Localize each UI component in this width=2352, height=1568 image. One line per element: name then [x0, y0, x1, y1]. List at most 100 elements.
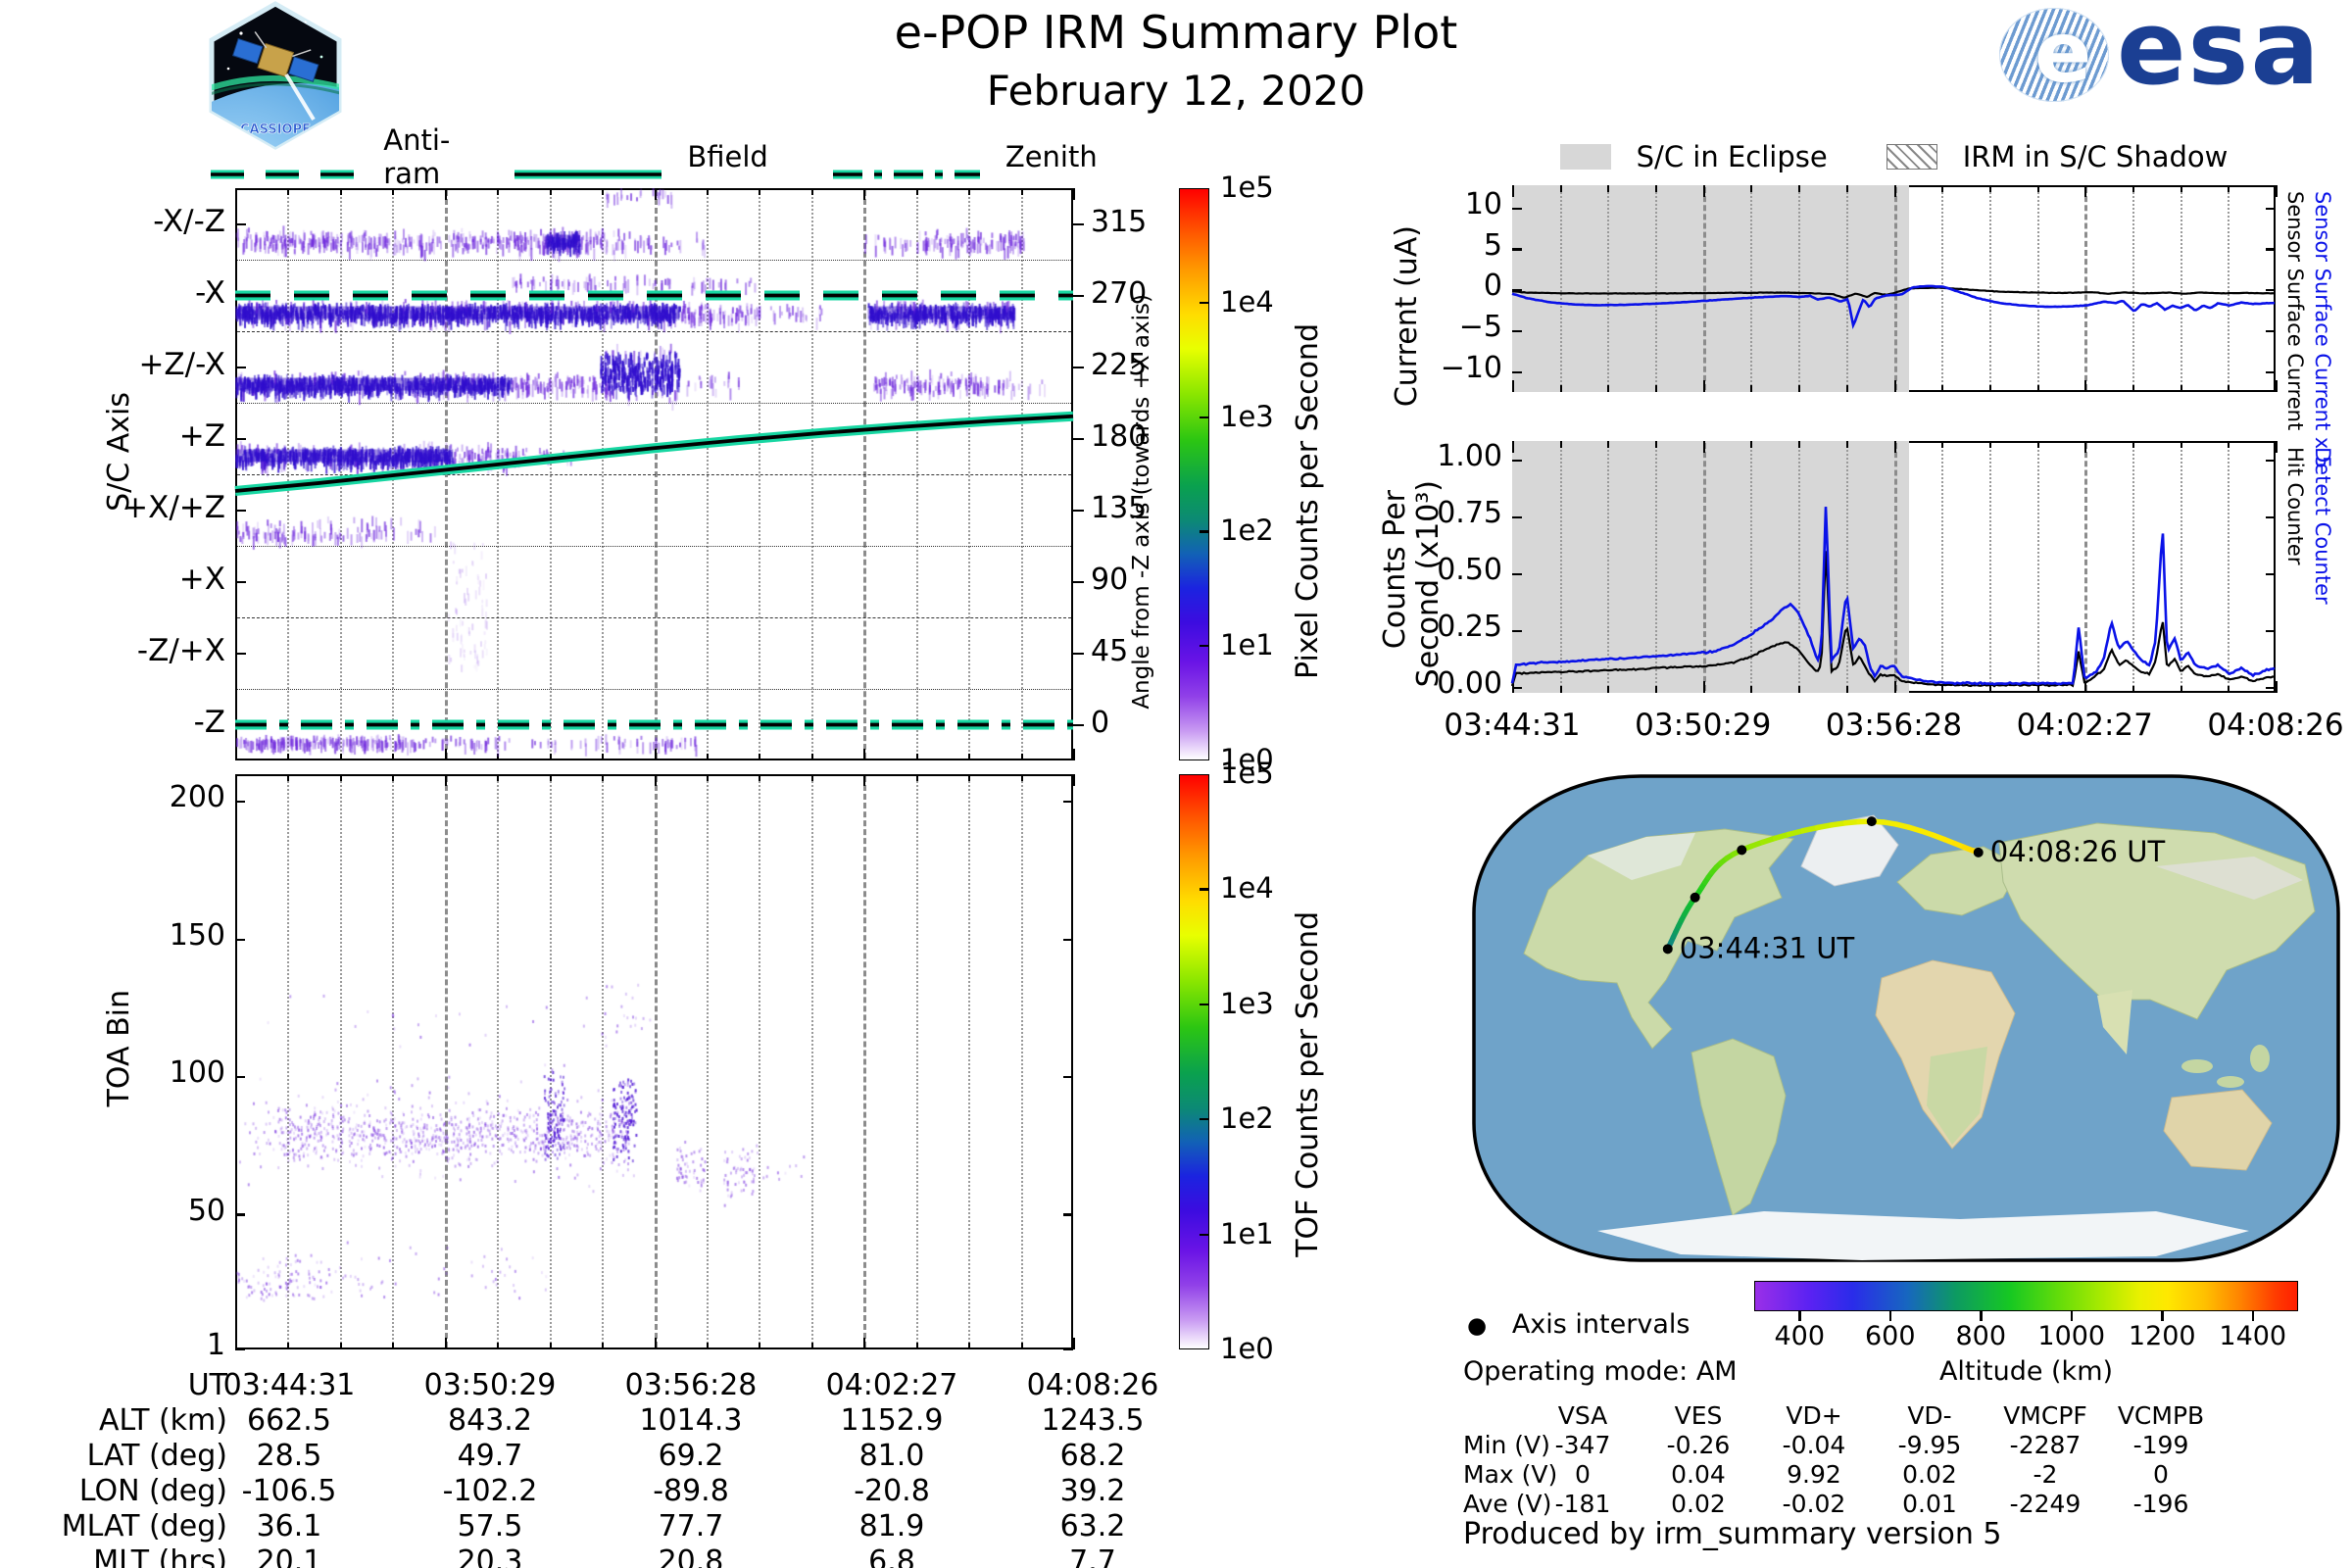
y-tick-label: 50 [187, 1193, 225, 1228]
alt-tick [1888, 1311, 1892, 1321]
y-tick-right [2266, 460, 2276, 463]
volt-cell: -199 [2132, 1431, 2189, 1459]
eph-row-label: MLAT (deg) [61, 1509, 227, 1544]
y-tick-label: 100 [169, 1055, 225, 1091]
volt-cell: 0 [1575, 1460, 1591, 1489]
alt-tick [1980, 1311, 1983, 1321]
eph-row-label: LON (deg) [78, 1474, 227, 1508]
x-tick [2180, 686, 2182, 693]
eph-cell: 63.2 [1059, 1509, 1126, 1544]
eph-cell: 28.5 [256, 1439, 322, 1473]
volt-cell: 9.92 [1787, 1460, 1841, 1489]
volt-col-header: VES [1674, 1401, 1723, 1430]
world-map: 03:44:31 UT 04:08:26 UT [1472, 774, 2340, 1262]
y-tick-right [2266, 630, 2276, 633]
angle-tick-label: 180 [1091, 418, 1148, 454]
counts-right-label-black: Hit Counter [2283, 447, 2307, 565]
x-tick [2036, 686, 2039, 693]
y-tick [1512, 630, 1522, 633]
major-gridline [2084, 187, 2088, 390]
colorbar-tick-label: 1e3 [1220, 399, 1274, 433]
x-tick [1702, 380, 1705, 392]
x-tick-top [1798, 185, 1801, 192]
alt-tick-label: 1400 [2219, 1321, 2287, 1351]
volt-col-header: VD+ [1786, 1401, 1842, 1430]
volt-cell: -2249 [2009, 1490, 2082, 1518]
axis-interval-dot [1866, 816, 1877, 827]
x-tick [1798, 686, 1801, 693]
volt-cell: -0.26 [1666, 1431, 1731, 1459]
alt-tick [2251, 1311, 2255, 1321]
y-tick-label: 0.00 [1437, 666, 1502, 702]
x-tick [1655, 385, 1658, 392]
operating-mode-label: Operating mode: AM [1463, 1356, 1738, 1387]
y-tick-right [2266, 248, 2276, 251]
eph-cell: 03:44:31 [222, 1368, 356, 1402]
alt-tick-label: 1000 [2037, 1321, 2106, 1351]
eph-cell: 68.2 [1059, 1439, 1126, 1473]
page-date: February 12, 2020 [986, 67, 1366, 115]
x-tick-top [2180, 441, 2182, 448]
eph-cell: 03:50:29 [423, 1368, 557, 1402]
y-tick-right [2266, 370, 2276, 373]
y-tick [1512, 207, 1522, 210]
x-tick-top [1559, 441, 1562, 448]
x-tick [1559, 686, 1562, 693]
y-tick [1512, 687, 1522, 690]
x-tick [2276, 380, 2278, 392]
tof-colorbar-title: TOF Counts per Second [1291, 911, 1325, 1257]
alt-tick [2161, 1311, 2164, 1321]
eph-cell: 843.2 [448, 1403, 532, 1438]
y-tick-right [2266, 289, 2276, 292]
eclipse-legend-label: S/C in Eclipse [1636, 140, 1828, 173]
major-gridline [1893, 443, 1897, 691]
minor-gridline [1655, 443, 1658, 691]
x-tick [2132, 686, 2134, 693]
counters-blue-series [1510, 507, 2276, 686]
sector-label: +Z/-X [138, 346, 225, 382]
y-tick-label: −10 [1440, 350, 1502, 385]
volt-row-label: Max (V) [1463, 1460, 1558, 1489]
minor-gridline [1607, 187, 1610, 390]
angle-tick [1073, 366, 1084, 369]
angle-tick-label: 45 [1091, 633, 1129, 668]
volt-row-label: Ave (V) [1463, 1490, 1552, 1518]
spectro-legend: Anti-ram Bfield Zenith [211, 123, 1098, 190]
x-tick [1941, 385, 1944, 392]
pixel-colorbar [1179, 188, 1209, 760]
volt-cell: -0.04 [1782, 1431, 1846, 1459]
eph-cell: 20.3 [457, 1544, 523, 1568]
y-tick-right [2266, 516, 2276, 519]
colorbar-tick-label: 1e0 [1220, 743, 1274, 776]
volt-cell: -9.95 [1897, 1431, 1962, 1459]
y-tick [235, 1348, 245, 1351]
patch-text: CASSIOPE [240, 122, 311, 137]
angle-tick-label: 315 [1091, 204, 1148, 239]
angle-tick-label: 135 [1091, 490, 1148, 525]
y-tick-right [2266, 687, 2276, 690]
tof-colorbar [1179, 774, 1209, 1349]
esa-ball-e: e [2034, 4, 2092, 102]
angle-tick [1073, 294, 1084, 298]
volt-cell: 0.02 [1902, 1460, 1957, 1489]
eph-row-label: ALT (km) [99, 1403, 227, 1438]
x-tick [1893, 681, 1896, 693]
colorbar-tick-label: 1e2 [1220, 1102, 1274, 1136]
eph-row-label: LAT (deg) [86, 1439, 227, 1473]
counts-right-label-blue: Detect Counter [2311, 447, 2334, 605]
y-tick [1512, 329, 1522, 333]
colorbar-tick [1200, 1003, 1208, 1005]
x-tick [2084, 380, 2087, 392]
y-tick-label: 1 [206, 1328, 225, 1363]
current-right-label-blue: Sensor Surface Current x 5 [2311, 191, 2334, 469]
colorbar-tick-label: 1e0 [1220, 1332, 1274, 1365]
x-tick [1702, 681, 1705, 693]
sensor_current-series-svg [1511, 284, 2276, 330]
alt-tick-label: 600 [1864, 1321, 1916, 1351]
colorbar-tick [1200, 530, 1208, 533]
y-tick-label: 10 [1464, 186, 1502, 221]
colorbar-tick [1200, 301, 1208, 304]
x-tick [2036, 385, 2039, 392]
volt-col-header: VCMPB [2117, 1401, 2205, 1430]
axis-intervals-legend: ● Axis intervals [1467, 1309, 1690, 1340]
